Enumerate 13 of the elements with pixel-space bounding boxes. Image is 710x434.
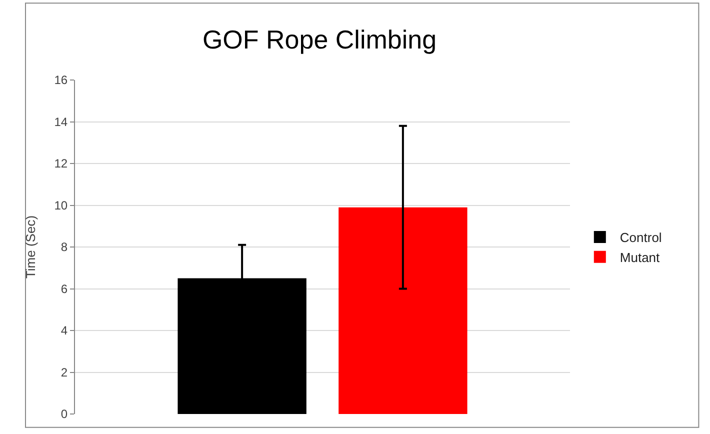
legend-label: Mutant [620,250,660,265]
y-tick-label: 16 [54,73,68,88]
y-tick-label: 0 [60,407,68,422]
y-tick-label: 14 [54,114,68,129]
y-tick-label: 4 [60,324,68,338]
y-tick-label: 10 [54,198,68,212]
chart-title: GOF Rope Climbing [202,24,437,55]
y-tick-label: 8 [60,240,68,254]
y-axis-title: Time (Sec) [23,215,38,279]
legend-label: Control [620,230,662,246]
y-tick-label: 12 [54,156,68,171]
y-tick-label: 6 [60,282,68,296]
y-tick-label: 2 [60,365,68,380]
